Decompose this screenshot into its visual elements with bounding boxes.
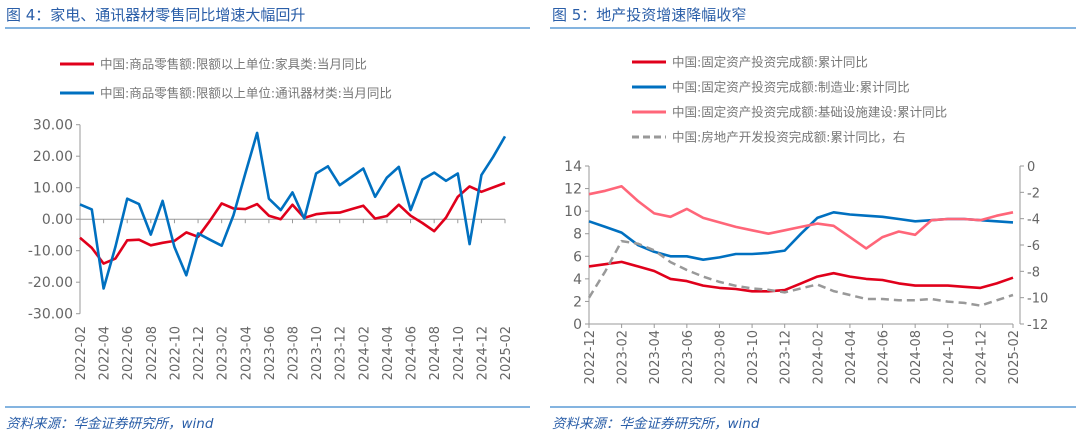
x-tick-label: 2023-06 — [681, 330, 696, 384]
x-tick-label: 2024-12 — [974, 330, 989, 384]
y-tick-label: 4 — [573, 272, 582, 288]
x-tick-label: 2022-12 — [192, 326, 207, 380]
y-tick-label: 14 — [564, 159, 582, 175]
y2-tick-label: -8 — [1027, 265, 1040, 280]
y-tick-label: 10.00 — [33, 181, 73, 197]
source-note: 资料来源：华金证券研究所，wind — [6, 416, 214, 432]
y-tick-label: 30.00 — [33, 118, 73, 134]
y2-tick-label: 0 — [1027, 160, 1035, 175]
y-tick-label: 0 — [573, 317, 582, 333]
x-tick-label: 2024-10 — [942, 330, 957, 384]
y-tick-label: 8 — [573, 227, 582, 243]
y-tick-label: 20.00 — [33, 149, 73, 165]
x-tick-label: 2022-04 — [98, 326, 113, 380]
x-tick-label: 2024-06 — [877, 330, 892, 384]
y-tick-label: 0.00 — [42, 212, 73, 228]
y-tick-label: 12 — [564, 182, 582, 198]
y-tick-label: -30.00 — [28, 307, 73, 323]
series-line — [587, 239, 1014, 307]
figure-5-title: 图 5：地产投资增速降幅收窄 — [552, 6, 746, 24]
figure-5-chart: 中国:固定资产投资完成额:累计同比中国:固定资产投资完成额:制造业:累计同比中国… — [564, 55, 1048, 385]
y2-tick-label: -2 — [1027, 186, 1040, 201]
legend-label: 中国:房地产开发投资完成额:累计同比，右 — [672, 130, 905, 145]
x-tick-label: 2022-12 — [583, 330, 598, 384]
x-tick-label: 2025-02 — [1007, 330, 1022, 384]
x-tick-label: 2024-10 — [452, 326, 467, 380]
y2-tick-label: -10 — [1027, 292, 1048, 307]
x-tick-label: 2023-04 — [239, 326, 254, 380]
y-tick-label: 6 — [573, 249, 582, 265]
x-tick-label: 2023-12 — [779, 330, 794, 384]
x-tick-label: 2023-12 — [334, 326, 349, 380]
x-tick-label: 2022-08 — [145, 326, 160, 380]
figure-4-title: 图 4：家电、通讯器材零售同比增速大幅回升 — [6, 6, 305, 24]
x-tick-label: 2024-02 — [357, 326, 372, 380]
y2-tick-label: -12 — [1027, 318, 1048, 333]
legend-label: 中国:固定资产投资完成额:基础设施建设:累计同比 — [672, 105, 947, 120]
series-line — [588, 260, 1014, 293]
y-tick-label: -20.00 — [28, 275, 73, 291]
x-tick-label: 2022-10 — [168, 326, 183, 380]
series-line — [79, 181, 506, 265]
figure-5: 图 5：地产投资增速降幅收窄 中国:固定资产投资完成额:累计同比中国:固定资产投… — [550, 6, 1076, 432]
x-tick-label: 2024-12 — [475, 326, 490, 380]
y-tick-label: -10.00 — [28, 244, 73, 260]
x-tick-label: 2023-06 — [263, 326, 278, 380]
figure-4-chart: 中国:商品零售额:限额以上单位:家具类:当月同比中国:商品零售额:限额以上单位:… — [28, 57, 514, 381]
x-tick-label: 2025-02 — [499, 326, 514, 380]
source-note: 资料来源：华金证券研究所，wind — [552, 416, 760, 432]
figure-4: 图 4：家电、通讯器材零售同比增速大幅回升 中国:商品零售额:限额以上单位:家具… — [5, 6, 530, 432]
x-tick-label: 2024-04 — [844, 330, 859, 384]
legend-label: 中国:商品零售额:限额以上单位:家具类:当月同比 — [100, 57, 367, 72]
x-tick-label: 2024-08 — [428, 326, 443, 380]
legend-label: 中国:固定资产投资完成额:制造业:累计同比 — [672, 80, 910, 95]
y-tick-label: 10 — [564, 204, 582, 220]
x-tick-label: 2024-06 — [405, 326, 420, 380]
x-tick-label: 2023-02 — [616, 330, 631, 384]
x-tick-label: 2023-10 — [746, 330, 761, 384]
x-tick-label: 2023-02 — [216, 326, 231, 380]
x-tick-label: 2023-08 — [713, 330, 728, 384]
y2-tick-label: -4 — [1027, 213, 1040, 228]
x-tick-label: 2024-02 — [811, 330, 826, 384]
series-line — [79, 131, 507, 290]
y-tick-label: 2 — [573, 294, 582, 310]
x-tick-label: 2024-04 — [381, 326, 396, 380]
x-tick-label: 2024-08 — [909, 330, 924, 384]
legend-label: 中国:商品零售额:限额以上单位:通讯器材类:当月同比 — [100, 86, 392, 101]
x-tick-label: 2023-08 — [287, 326, 302, 380]
series-line — [588, 185, 1014, 250]
x-tick-label: 2022-06 — [121, 326, 136, 380]
x-tick-label: 2022-02 — [74, 326, 89, 380]
x-tick-label: 2023-10 — [310, 326, 325, 380]
y2-tick-label: -6 — [1027, 239, 1040, 254]
x-tick-label: 2023-04 — [648, 330, 663, 384]
legend-label: 中国:固定资产投资完成额:累计同比 — [672, 55, 868, 70]
